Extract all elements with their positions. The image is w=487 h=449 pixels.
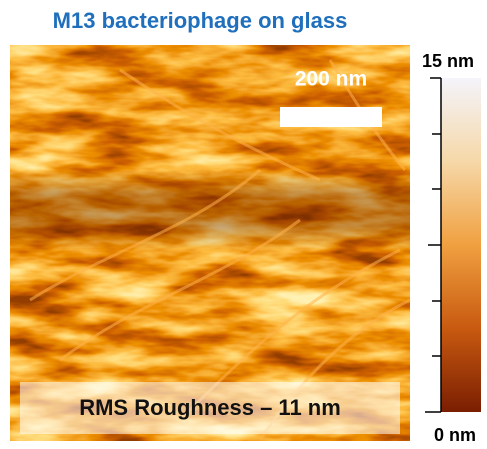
colorbar-min-label: 0 nm [434, 425, 476, 445]
colorbar: 15 nm 0 nm [422, 51, 481, 445]
annotation: RMS Roughness – 11 nm [79, 395, 341, 420]
colorbar-gradient [441, 78, 481, 412]
colorbar-ticks [425, 78, 441, 412]
image-band [10, 170, 410, 250]
colorbar-max-label: 15 nm [422, 51, 474, 71]
scale-bar-label: 200 nm [295, 68, 367, 91]
scale-bar [280, 107, 382, 127]
figure: M13 bacteriophage on glass 200 nm RMS Ro… [0, 0, 487, 449]
afm-image: 200 nm RMS Roughness – 11 nm [10, 45, 410, 441]
title: M13 bacteriophage on glass [53, 8, 348, 33]
